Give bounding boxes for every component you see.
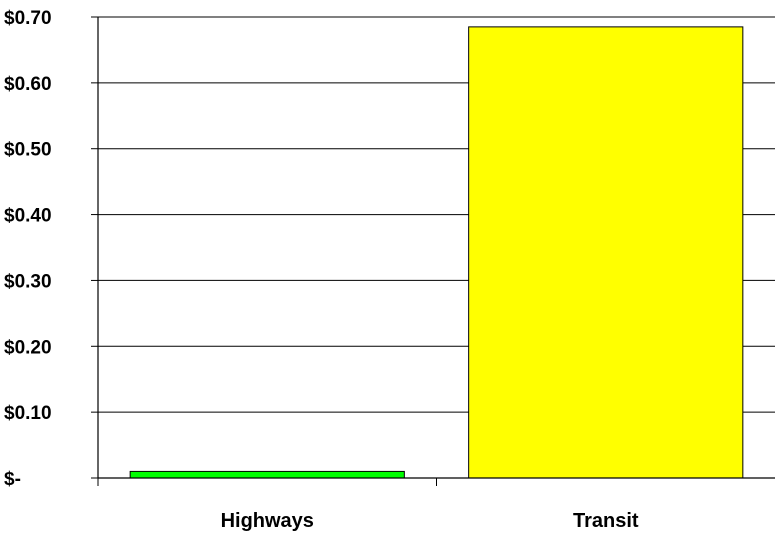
y-tick-label: $0.70 <box>4 8 52 29</box>
bars <box>129 26 744 479</box>
y-tick-label: $0.60 <box>4 74 52 95</box>
x-tick-label: Transit <box>573 510 639 532</box>
x-tick-label: Highways <box>221 510 314 532</box>
y-tick-labels: $- $0.10 $0.20 $0.30 $0.40 $0.50 $0.60 $0.70 <box>4 8 52 490</box>
gridlines <box>98 16 775 413</box>
x-tick-labels: Highways Transit <box>221 510 639 532</box>
y-tick-label: $0.30 <box>4 271 52 292</box>
bar-highways <box>129 470 405 479</box>
bar-transit <box>468 26 744 479</box>
y-tick-label: $0.10 <box>4 403 52 424</box>
y-tick-label: $- <box>4 469 21 490</box>
y-tick-label: $0.40 <box>4 206 52 227</box>
axes <box>91 16 775 486</box>
y-tick-label: $0.20 <box>4 337 52 358</box>
y-tick-label: $0.50 <box>4 140 52 161</box>
